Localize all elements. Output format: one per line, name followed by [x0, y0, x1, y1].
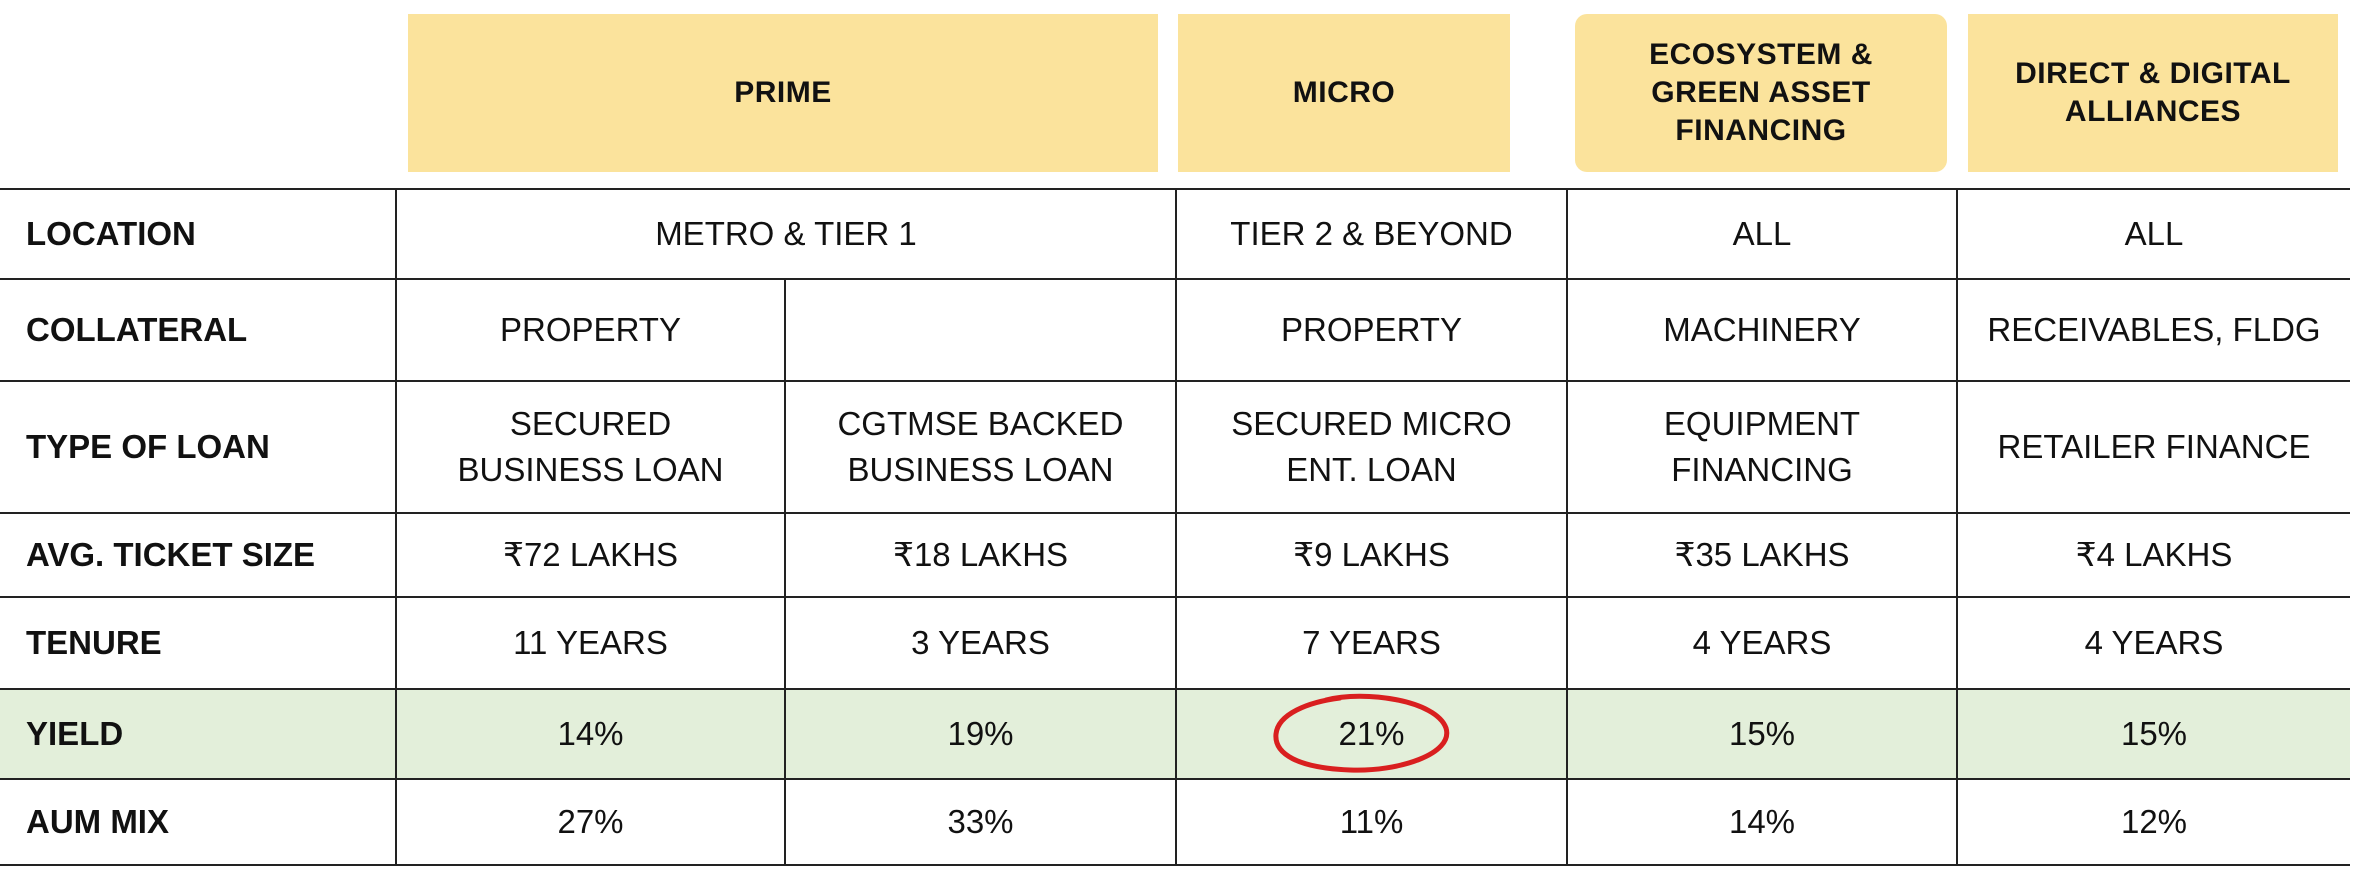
location-prime: METRO & TIER 1 [655, 215, 917, 252]
tenure-direct: 4 YEARS [2084, 624, 2224, 661]
ticket-size-direct: ₹4 LAKHS [2075, 536, 2233, 573]
yield-ecosystem: 15% [1728, 715, 1796, 752]
loan-type-micro: SECURED MICRO ENT. LOAN [1231, 405, 1512, 488]
aum-mix-prime-secured: 27% [557, 803, 624, 840]
loan-type-prime-secured: SECURED BUSINESS LOAN [457, 405, 724, 488]
aum-mix-prime-cgtmse: 33% [947, 803, 1014, 840]
column-header-ecosystem: ECOSYSTEM & GREEN ASSET FINANCING [1575, 14, 1947, 172]
row-label-collateral: COLLATERAL [26, 311, 248, 348]
loan-type-direct: RETAILER FINANCE [1997, 428, 2311, 465]
aum-mix-micro: 11% [1339, 803, 1404, 840]
aum-mix-ecosystem: 14% [1728, 803, 1796, 840]
tenure-prime-secured: 11 YEARS [513, 624, 668, 661]
table-column-divider [395, 188, 397, 866]
row-label-yield: YIELD [26, 715, 124, 752]
ticket-size-micro: ₹9 LAKHS [1293, 536, 1450, 573]
collateral-prime-cgtmse [786, 280, 1175, 380]
collateral-ecosystem: MACHINERY [1663, 311, 1861, 348]
loan-type-prime-cgtmse: CGTMSE BACKED BUSINESS LOAN [837, 405, 1124, 488]
yield-prime-secured: 14% [557, 715, 624, 752]
location-direct: ALL [2124, 215, 2184, 252]
location-ecosystem: ALL [1732, 215, 1792, 252]
tenure-prime-cgtmse: 3 YEARS [911, 624, 1050, 661]
row-label-aum-mix: AUM MIX [26, 803, 169, 840]
yield-direct: 15% [2120, 715, 2188, 752]
table-column-divider [1956, 188, 1958, 866]
yield-micro: 21% [1338, 715, 1405, 752]
table-column-divider [784, 278, 786, 866]
row-label-location: LOCATION [26, 215, 196, 252]
column-header-micro: MICRO [1178, 14, 1510, 172]
tenure-micro: 7 YEARS [1302, 624, 1441, 661]
ticket-size-prime-secured: ₹72 LAKHS [502, 536, 679, 573]
column-header-direct: DIRECT & DIGITAL ALLIANCES [1968, 14, 2338, 172]
highlight-circle-annotation [1273, 693, 1450, 773]
tenure-ecosystem: 4 YEARS [1692, 624, 1832, 661]
row-label-ticket-size: AVG. TICKET SIZE [26, 536, 316, 573]
table-column-divider [1175, 188, 1177, 866]
location-micro: TIER 2 & BEYOND [1230, 215, 1513, 252]
aum-mix-direct: 12% [2120, 803, 2188, 840]
row-label-type-of-loan: TYPE OF LOAN [26, 428, 270, 465]
collateral-prime-secured: PROPERTY [500, 311, 681, 348]
loan-type-ecosystem: EQUIPMENT FINANCING [1663, 405, 1861, 488]
ticket-size-ecosystem: ₹35 LAKHS [1674, 536, 1850, 573]
yield-prime-cgtmse: 19% [947, 715, 1014, 752]
ticket-size-prime-cgtmse: ₹18 LAKHS [892, 536, 1069, 573]
collateral-micro: PROPERTY [1281, 311, 1462, 348]
column-header-prime: PRIME [408, 14, 1158, 172]
row-label-tenure: TENURE [26, 624, 162, 661]
table-column-divider [1566, 188, 1568, 866]
collateral-direct: RECEIVABLES, FLDG [1987, 311, 2321, 348]
